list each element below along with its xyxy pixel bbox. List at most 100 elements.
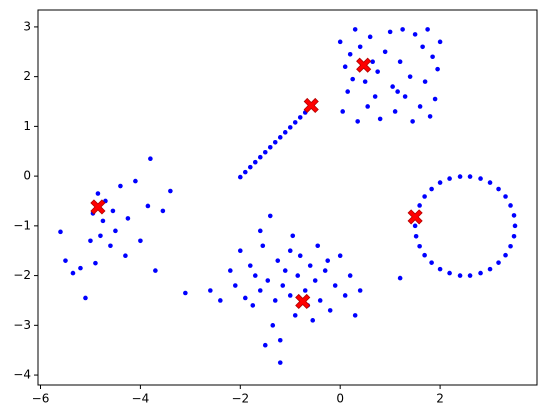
point <box>277 337 283 343</box>
point <box>247 263 253 268</box>
point <box>93 260 98 266</box>
x-tick-label: −2 <box>231 392 249 406</box>
point <box>307 263 313 268</box>
y-tick-label: 0 <box>23 169 31 183</box>
point <box>123 253 128 258</box>
point <box>290 233 296 239</box>
x-tick-label: −6 <box>32 392 50 406</box>
point <box>332 283 338 288</box>
point <box>168 188 173 194</box>
point <box>275 258 281 263</box>
point <box>242 295 248 301</box>
point <box>295 273 301 278</box>
point <box>422 252 427 258</box>
point <box>153 268 158 273</box>
point <box>400 27 405 32</box>
point <box>392 109 398 114</box>
point <box>233 283 238 288</box>
point <box>292 120 298 125</box>
y-tick-label: −3 <box>13 318 31 332</box>
point <box>160 208 166 214</box>
point <box>78 265 83 271</box>
point <box>262 342 268 348</box>
point <box>390 84 395 89</box>
point <box>63 258 68 263</box>
point <box>429 260 434 265</box>
point <box>287 248 293 254</box>
plot-frame <box>37 9 538 386</box>
point <box>417 104 423 109</box>
point <box>337 39 343 45</box>
point <box>496 186 501 192</box>
point <box>352 27 358 32</box>
point <box>265 278 271 283</box>
point <box>367 34 373 40</box>
point <box>95 191 101 196</box>
point <box>257 228 263 234</box>
y-tick-label: 3 <box>23 19 31 33</box>
point <box>218 298 223 303</box>
point <box>347 273 353 278</box>
point <box>447 176 452 181</box>
point <box>260 243 266 249</box>
point <box>503 194 508 199</box>
point <box>417 203 422 208</box>
point <box>487 180 493 185</box>
center-marker <box>303 97 319 114</box>
point <box>511 213 517 218</box>
point <box>503 252 508 258</box>
point <box>362 79 368 84</box>
point <box>407 74 413 79</box>
point <box>447 270 452 276</box>
x-tick-label: 0 <box>336 392 344 406</box>
point <box>377 116 383 122</box>
point <box>242 169 248 175</box>
point <box>310 318 316 323</box>
point <box>420 44 425 50</box>
point <box>413 233 419 239</box>
point <box>267 144 273 150</box>
point <box>478 270 483 276</box>
center-marker <box>295 293 311 310</box>
point <box>432 96 438 102</box>
point <box>422 194 427 199</box>
point <box>370 59 375 65</box>
point <box>83 295 88 301</box>
point <box>467 174 473 179</box>
center-marker <box>356 57 372 73</box>
point <box>322 268 328 273</box>
point <box>302 288 308 293</box>
point <box>496 260 501 265</box>
point <box>427 114 433 119</box>
point <box>352 313 358 318</box>
point <box>70 270 76 276</box>
point <box>337 253 343 258</box>
point <box>511 233 517 239</box>
point <box>357 288 363 293</box>
point <box>100 218 106 224</box>
point <box>345 89 350 94</box>
point <box>58 229 63 235</box>
point <box>437 180 443 185</box>
point <box>277 135 283 140</box>
y-tick-label: −2 <box>13 268 31 282</box>
point <box>508 243 513 249</box>
point <box>457 273 463 278</box>
point <box>272 139 278 145</box>
point <box>145 203 151 209</box>
point <box>347 51 353 57</box>
point <box>435 66 440 72</box>
point <box>478 176 483 181</box>
point <box>357 44 363 50</box>
point <box>125 216 131 221</box>
point <box>208 288 213 293</box>
point <box>282 130 288 135</box>
point <box>228 268 233 273</box>
point <box>387 29 393 35</box>
point <box>138 238 143 244</box>
point <box>417 243 422 249</box>
point <box>257 154 263 160</box>
point <box>270 323 276 328</box>
point <box>342 64 348 69</box>
point <box>342 293 348 298</box>
